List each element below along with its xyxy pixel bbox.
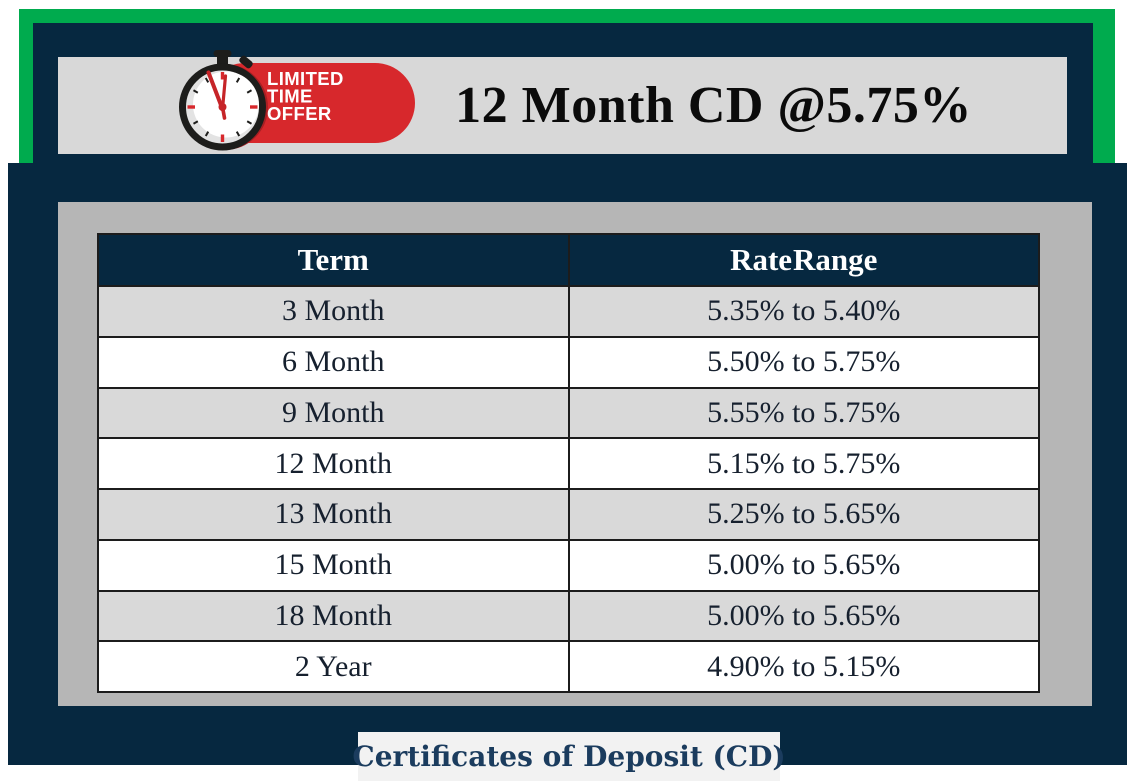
term-cell: 6 Month <box>97 335 570 389</box>
rate-range-cell: 4.90% to 5.15% <box>567 640 1040 693</box>
rates-panel: Term Rate Range 3 Month 5.35% to 5.40% 6… <box>58 202 1092 706</box>
caption-box: Certificates of Deposit (CD) <box>352 732 786 781</box>
column-header-rate-range: Rate Range <box>567 233 1040 287</box>
offer-banner: LIMITED TIME OFFER 12 Month CD @5.75% <box>58 50 1067 154</box>
badge-line-3: OFFER <box>267 103 332 124</box>
table-row: 3 Month 5.35% to 5.40% <box>97 285 1040 338</box>
stopwatch-icon <box>179 50 266 151</box>
term-cell: 3 Month <box>97 285 570 338</box>
caption-text: Certificates of Deposit (CD) <box>352 740 786 773</box>
rate-range-cell: 5.25% to 5.65% <box>567 488 1040 541</box>
table-row: 2 Year 4.90% to 5.15% <box>97 640 1040 693</box>
term-cell: 2 Year <box>97 640 570 693</box>
rate-range-cell: 5.15% to 5.75% <box>567 437 1040 490</box>
term-cell: 12 Month <box>97 437 570 490</box>
rate-range-cell: 5.55% to 5.75% <box>567 386 1040 440</box>
badge-line-2: TIME <box>267 86 313 107</box>
term-cell: 18 Month <box>97 589 570 643</box>
table-row: 12 Month 5.15% to 5.75% <box>97 437 1040 490</box>
table-row: 18 Month 5.00% to 5.65% <box>97 589 1040 643</box>
limited-time-offer-badge: LIMITED TIME OFFER <box>179 50 415 151</box>
badge-line-1: LIMITED <box>267 68 344 89</box>
table-header-row: Term Rate Range <box>97 233 1040 287</box>
banner-title: 12 Month CD @5.75% <box>455 77 972 134</box>
term-cell: 15 Month <box>97 538 570 592</box>
badge-text: LIMITED TIME OFFER <box>267 68 349 124</box>
rate-range-cell: 5.35% to 5.40% <box>567 285 1040 338</box>
table-row: 13 Month 5.25% to 5.65% <box>97 488 1040 541</box>
rates-table: Term Rate Range 3 Month 5.35% to 5.40% 6… <box>97 233 1040 693</box>
rate-range-cell: 5.00% to 5.65% <box>567 589 1040 643</box>
table-row: 15 Month 5.00% to 5.65% <box>97 538 1040 592</box>
table-row: 6 Month 5.50% to 5.75% <box>97 335 1040 389</box>
column-header-term: Term <box>97 233 570 287</box>
rate-range-cell: 5.50% to 5.75% <box>567 335 1040 389</box>
term-cell: 13 Month <box>97 488 570 541</box>
rate-range-cell: 5.00% to 5.65% <box>567 538 1040 592</box>
table-row: 9 Month 5.55% to 5.75% <box>97 386 1040 440</box>
term-cell: 9 Month <box>97 386 570 440</box>
